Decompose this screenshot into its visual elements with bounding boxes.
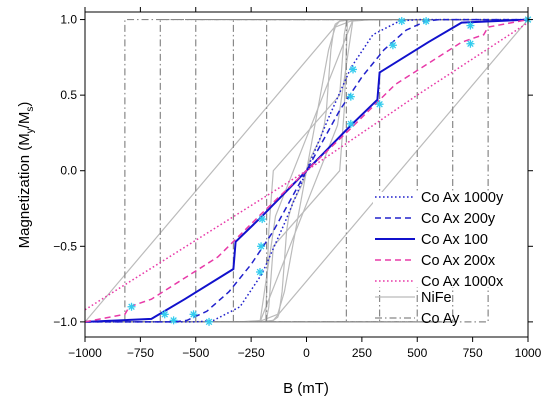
y-axis-title-main: Magnetization (M [16,133,33,248]
data-marker [422,17,431,26]
legend-label-co-ax-1000y: Co Ax 1000y [421,190,504,206]
x-axis-title: B (mT) [283,380,329,397]
legend: Co Ax 1000y Co Ax 200y Co Ax 100 Co Ax 200x… [373,190,525,327]
y-tick-label: −0.5 [53,239,77,253]
x-tick-label: 750 [463,346,483,360]
data-marker [349,65,358,74]
x-tick-label: 0 [303,346,310,360]
data-marker [466,21,475,30]
data-marker [388,41,397,50]
data-marker [397,17,406,26]
y-axis-title-sub2: s [25,107,36,112]
legend-label-co-ay: Co Ay [421,311,460,327]
x-tick-label: −1000 [68,346,102,360]
y-axis-title-mid: /M [16,112,33,129]
y-axis-title-end: ) [16,102,33,107]
x-tick-label: 500 [407,346,427,360]
data-marker [257,242,266,251]
x-tick-label: −250 [238,346,265,360]
y-axis-title: Magnetization (My/Ms) [16,102,36,249]
data-marker [127,302,136,311]
data-marker [375,100,384,109]
legend-label-co-ax-200y: Co Ax 200y [421,211,496,227]
legend-label-co-ax-100: Co Ax 100 [421,232,488,248]
series-co-ax-1000x-line [85,21,528,311]
data-marker [255,268,264,276]
data-marker [205,317,214,326]
x-tick-label: 1000 [515,346,542,360]
background-series-layer [85,18,528,323]
series-nife-curve-0-mirror [85,19,528,323]
x-tick-label: 250 [352,346,372,360]
y-tick-label: 1.0 [60,13,77,27]
x-tick-label: −750 [127,346,154,360]
series-co-ay-loop-0 [85,18,528,323]
data-marker [160,310,169,319]
y-tick-label: 0.5 [60,88,77,102]
axis-ticks: −1000 −750 −500 −250 0 250 500 750 1000 −1.0 −0.5 0… [53,7,542,360]
y-tick-label: 0.0 [60,164,77,178]
legend-label-co-ax-200x: Co Ax 200x [421,253,496,269]
data-marker [169,316,178,325]
y-tick-label: −1.0 [53,315,77,329]
series-co-ax-200y-line [85,18,528,323]
data-marker [258,215,267,224]
data-marker [346,119,355,128]
data-marker [189,310,198,319]
data-marker [466,39,475,48]
data-marker [346,92,355,101]
y-axis-title-sub1: y [25,128,36,133]
legend-label-nife: NiFe [421,290,452,306]
x-tick-label: −500 [182,346,209,360]
legend-label-co-ax-1000x: Co Ax 1000x [421,274,504,290]
